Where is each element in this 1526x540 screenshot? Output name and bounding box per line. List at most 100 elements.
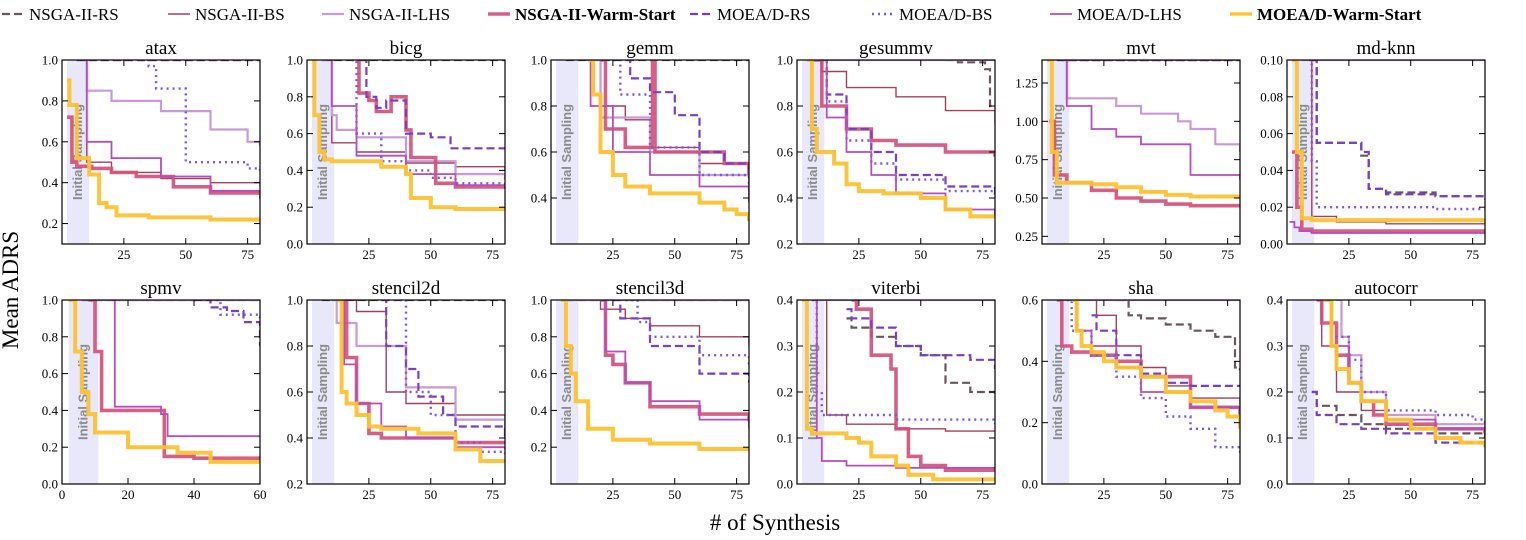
panel-title: gesummv <box>859 38 933 59</box>
series-line-moea-d-warm-start <box>1047 60 1240 199</box>
y-tick-label: 1.0 <box>42 293 58 308</box>
x-tick-label: 50 <box>1404 247 1417 262</box>
series-line-moea-d-rs <box>361 60 505 150</box>
series-line-nsga-ii-rs <box>945 60 995 108</box>
y-tick-label: 0.4 <box>777 293 794 308</box>
legend-entry-nsga-ii-warm-start: NSGA-II-Warm-Start <box>488 5 676 24</box>
legend-entry-moea-d-lhs: MOEA/D-LHS <box>1050 5 1182 24</box>
y-tick-label: 0.4 <box>531 403 548 418</box>
x-tick-label: 75 <box>486 247 499 262</box>
x-tick-label: 25 <box>852 247 865 262</box>
x-tick-label: 50 <box>179 247 192 262</box>
x-tick-label: 25 <box>362 487 375 502</box>
series-line-moea-d-lhs <box>585 60 749 203</box>
series-line-moea-d-bs <box>141 60 260 171</box>
series-line-moea-d-bs <box>393 300 505 455</box>
y-tick-label: 0.4 <box>531 191 548 206</box>
y-tick-label: 1.0 <box>287 53 303 68</box>
y-tick-label: 1.0 <box>531 293 547 308</box>
y-tick-label: 1.0 <box>287 293 303 308</box>
x-tick-label: 25 <box>362 247 375 262</box>
sampling-band-label: Initial Sampling <box>559 104 574 200</box>
series-line-moea-d-bs <box>811 300 995 425</box>
series-line-moea-d-rs <box>612 300 749 383</box>
series-line-moea-d-warm-start <box>1071 300 1240 429</box>
x-tick-label: 50 <box>424 247 437 262</box>
y-tick-label: 0.2 <box>777 237 793 252</box>
y-tick-label: 0.6 <box>777 145 794 160</box>
panel-title: stencil2d <box>372 278 441 299</box>
x-tick-label: 50 <box>1159 247 1172 262</box>
x-tick-label: 50 <box>1404 487 1417 502</box>
y-tick-label: 0.1 <box>1267 431 1283 446</box>
x-tick-label: 75 <box>1466 487 1479 502</box>
y-tick-label: 0.8 <box>531 99 547 114</box>
x-tick-label: 75 <box>1221 487 1234 502</box>
x-tick-label: 75 <box>1221 247 1234 262</box>
series-line-nsga-ii-warm-start <box>88 300 260 460</box>
y-tick-label: 1.0 <box>777 53 793 68</box>
panel-autocorr: Initial Sampling 25 50 75 0.0 0.1 0.2 0.3 0.4 aut… <box>1267 278 1486 502</box>
series-line-moea-d-warm-start <box>68 300 260 464</box>
y-tick-label: 0.2 <box>287 200 303 215</box>
y-tick-label: 0.2 <box>42 440 58 455</box>
plot-frame <box>306 59 506 245</box>
sampling-band <box>311 300 335 484</box>
sampling-band-label: Initial Sampling <box>1050 344 1065 440</box>
legend-entry-moea-d-rs: MOEA/D-RS <box>690 5 811 24</box>
legend-label: NSGA-II-BS <box>195 5 285 24</box>
x-tick-label: 25 <box>1097 247 1110 262</box>
series-line-nsga-ii-warm-start <box>851 300 995 472</box>
panel-title: stencil3d <box>616 278 685 299</box>
x-tick-label: 50 <box>914 487 927 502</box>
panel-grid: Initial Sampling 25 50 75 0.2 0.4 0.6 0.8 1.0 ata… <box>42 38 1486 502</box>
series-line-moea-d-warm-start <box>311 60 505 211</box>
series-line-moea-d-bs <box>1309 60 1485 211</box>
series-line-nsga-ii-bs <box>351 300 505 425</box>
y-tick-label: 0.3 <box>777 339 793 354</box>
sampling-band-label: Initial Sampling <box>1295 344 1310 440</box>
series-line-nsga-ii-bs <box>821 300 995 432</box>
series-line-moea-d-lhs <box>1061 60 1240 180</box>
sampling-band <box>801 60 825 244</box>
y-tick-label: 0.6 <box>42 134 59 149</box>
series-line-moea-d-warm-start <box>588 60 749 221</box>
x-axis-label: # of Synthesis <box>710 510 840 535</box>
y-tick-label: 0.10 <box>1260 53 1283 68</box>
y-tick-label: 0.8 <box>42 329 58 344</box>
series-line-moea-d-lhs <box>1289 221 1485 234</box>
series-line-moea-d-rs <box>1311 60 1485 198</box>
panel-gemm: Initial Sampling 25 50 75 0.4 0.6 0.8 1.0 gemm <box>531 38 750 262</box>
y-tick-label: 0.0 <box>287 237 303 252</box>
y-tick-label: 0.04 <box>1260 163 1283 178</box>
series-line-moea-d-warm-start <box>336 300 505 463</box>
y-tick-label: 0.2 <box>531 440 547 455</box>
legend-label: MOEA/D-RS <box>717 5 811 24</box>
legend-label: MOEA/D-LHS <box>1077 5 1182 24</box>
y-tick-label: 0.2 <box>1022 415 1038 430</box>
legend-label: MOEA/D-BS <box>899 5 993 24</box>
y-tick-label: 0.4 <box>1267 293 1284 308</box>
y-tick-label: 0.00 <box>1260 237 1283 252</box>
y-tick-label: 0.8 <box>287 339 303 354</box>
y-tick-label: 0.8 <box>287 89 303 104</box>
series-line-nsga-ii-bs <box>326 60 505 171</box>
plot-frame <box>61 59 261 245</box>
y-tick-label: 0.50 <box>1015 191 1038 206</box>
panel-title: gemm <box>626 38 674 59</box>
plot-frame <box>1041 299 1241 485</box>
y-tick-label: 0.8 <box>777 99 793 114</box>
panel-title: atax <box>145 38 177 59</box>
legend-entry-moea-d-warm-start: MOEA/D-Warm-Start <box>1230 5 1422 24</box>
legend-label: NSGA-II-Warm-Start <box>515 5 676 24</box>
x-tick-label: 25 <box>606 487 619 502</box>
plot-frame <box>61 299 261 485</box>
series-line-nsga-ii-warm-start <box>341 300 505 445</box>
x-tick-label: 75 <box>730 247 743 262</box>
series-line-nsga-ii-rs <box>846 317 995 397</box>
x-tick-label: 25 <box>1342 247 1355 262</box>
